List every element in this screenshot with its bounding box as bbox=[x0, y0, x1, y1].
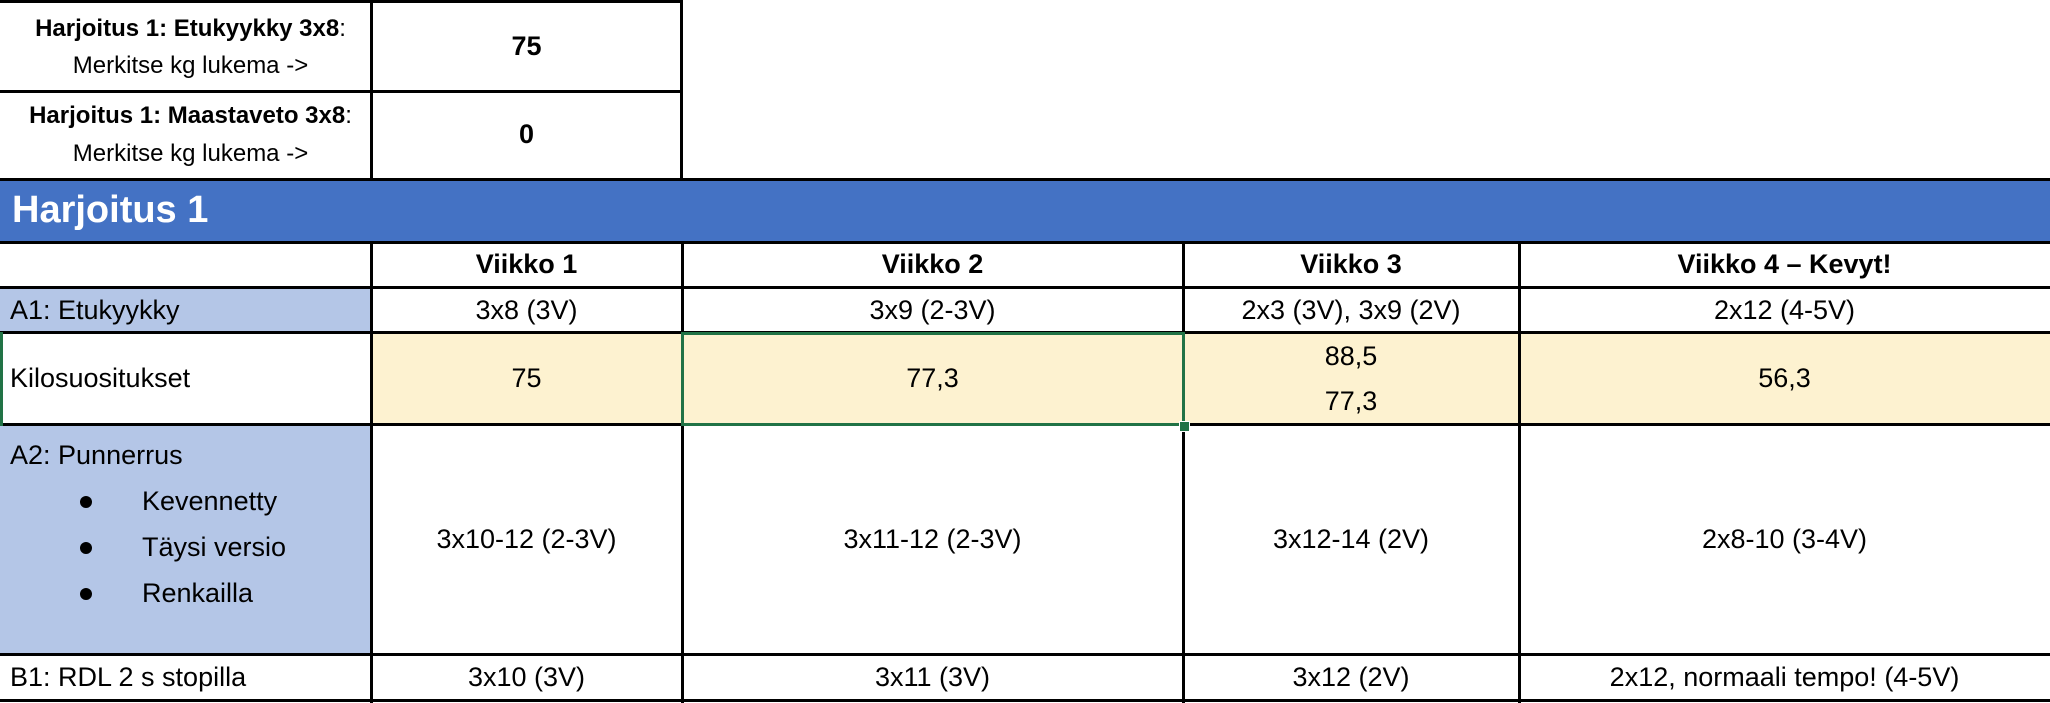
row-a2-week-1[interactable]: 3x10-12 (2-3V) bbox=[436, 524, 617, 555]
grid-line bbox=[680, 0, 683, 180]
grid-line bbox=[370, 0, 373, 180]
row-b1-label[interactable]: B1: RDL 2 s stopilla bbox=[10, 661, 247, 692]
row-b1-week-3[interactable]: 3x12 (2V) bbox=[1292, 661, 1410, 692]
row-b1-week-2[interactable]: 3x11 (3V) bbox=[874, 661, 991, 692]
bullet-item: Kevennetty bbox=[10, 479, 277, 525]
bullet-text: Kevennetty bbox=[142, 485, 278, 516]
squat-label-text: Harjoitus 1: Etukyykky 3x8: Merkitse kg … bbox=[10, 10, 371, 84]
grid-line bbox=[0, 653, 2050, 656]
row-kilo-week-2[interactable]: 77,3 bbox=[682, 333, 1183, 425]
deadlift-input-label[interactable]: Harjoitus 1: Maastaveto 3x8: Merkitse kg… bbox=[0, 91, 371, 178]
deadlift-kg-input[interactable]: 0 bbox=[518, 118, 535, 149]
bullet-icon bbox=[80, 541, 92, 554]
row-a2-week-3[interactable]: 3x12-14 (2V) bbox=[1272, 524, 1430, 555]
row-a1-week-4[interactable]: 2x12 (4-5V) bbox=[1713, 294, 1856, 325]
row-b1-week-4[interactable]: 2x12, normaali tempo! (4-5V) bbox=[1609, 661, 1960, 692]
kilo-week-3-second: 77,3 bbox=[1324, 386, 1378, 416]
grid-line bbox=[0, 423, 2050, 426]
grid-line bbox=[681, 242, 684, 703]
row-a2-label[interactable]: A2: Punnerrus Kevennetty Täysi versio Re… bbox=[0, 425, 371, 655]
header-empty[interactable] bbox=[0, 242, 371, 288]
squat-input-label[interactable]: Harjoitus 1: Etukyykky 3x8: Merkitse kg … bbox=[0, 3, 371, 91]
deadlift-label-text: Harjoitus 1: Maastaveto 3x8: Merkitse kg… bbox=[10, 97, 371, 171]
bullet-text: Renkailla bbox=[142, 577, 254, 608]
deadlift-label-bold: Harjoitus 1: Maastaveto 3x8 bbox=[29, 102, 346, 130]
section-banner[interactable]: Harjoitus 1 bbox=[0, 180, 2050, 242]
fill-handle[interactable] bbox=[1179, 421, 1190, 432]
row-a1-label[interactable]: A1: Etukyykky bbox=[0, 288, 371, 333]
squat-label-rest: : Merkitse kg lukema -> bbox=[72, 14, 346, 79]
grid-line bbox=[0, 331, 2050, 334]
grid-line bbox=[0, 90, 683, 93]
grid-line bbox=[0, 699, 2050, 702]
kilo-week-3-first: 88,5 bbox=[1324, 341, 1378, 372]
row-a1-week-1[interactable]: 3x8 (3V) bbox=[475, 294, 578, 325]
bullet-text: Täysi versio bbox=[142, 531, 287, 562]
header-week-3[interactable]: Viikko 3 bbox=[1300, 249, 1402, 280]
row-b1-week-1[interactable]: 3x10 (3V) bbox=[467, 661, 586, 692]
row-a1-week-3[interactable]: 2x3 (3V), 3x9 (2V) bbox=[1241, 294, 1461, 325]
bullet-icon bbox=[80, 495, 92, 508]
grid-line bbox=[0, 0, 683, 3]
row-kilo-label[interactable]: Kilosuositukset bbox=[10, 363, 191, 394]
bullet-item: Täysi versio bbox=[10, 525, 286, 571]
bullet-item: Renkailla bbox=[10, 571, 253, 617]
header-week-1[interactable]: Viikko 1 bbox=[475, 249, 578, 280]
row-kilo-week-3[interactable]: 88,5 77,3 bbox=[1183, 333, 1519, 425]
deadlift-label-rest: : Merkitse kg lukema -> bbox=[72, 102, 352, 167]
grid-line bbox=[0, 178, 2050, 181]
squat-label-bold: Harjoitus 1: Etukyykky 3x8 bbox=[35, 14, 340, 42]
row-a1-week-2[interactable]: 3x9 (2-3V) bbox=[869, 294, 996, 325]
grid-line bbox=[0, 241, 2050, 244]
grid-line bbox=[1182, 242, 1185, 703]
row-kilo-week-1[interactable]: 75 bbox=[371, 333, 682, 425]
grid-line bbox=[370, 242, 373, 703]
header-week-2[interactable]: Viikko 2 bbox=[881, 249, 984, 280]
grid-line bbox=[0, 286, 2050, 289]
row-a2-week-2[interactable]: 3x11-12 (2-3V) bbox=[843, 524, 1022, 555]
squat-kg-input[interactable]: 75 bbox=[511, 31, 542, 62]
grid-line bbox=[1518, 242, 1521, 703]
bullet-icon bbox=[80, 587, 92, 600]
header-week-4[interactable]: Viikko 4 – Kevyt! bbox=[1677, 249, 1892, 280]
row-a2-week-4[interactable]: 2x8-10 (3-4V) bbox=[1701, 524, 1868, 555]
row-a2-title: A2: Punnerrus bbox=[10, 440, 183, 470]
row-kilo-week-4[interactable]: 56,3 bbox=[1519, 333, 2050, 425]
